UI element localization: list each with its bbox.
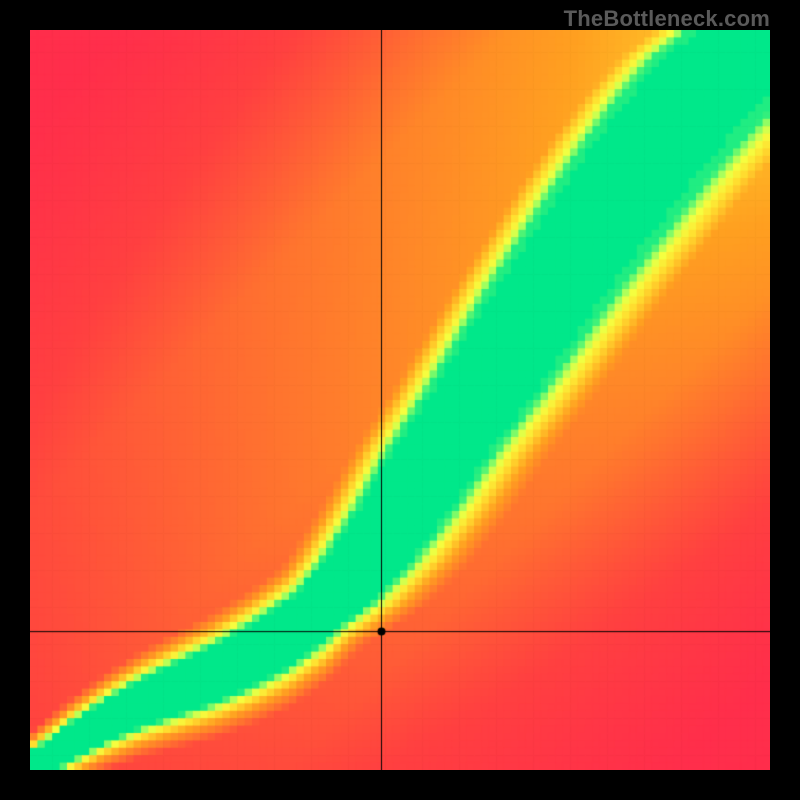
- watermark-text: TheBottleneck.com: [564, 6, 770, 32]
- chart-container: TheBottleneck.com: [0, 0, 800, 800]
- bottleneck-heatmap: [30, 30, 770, 770]
